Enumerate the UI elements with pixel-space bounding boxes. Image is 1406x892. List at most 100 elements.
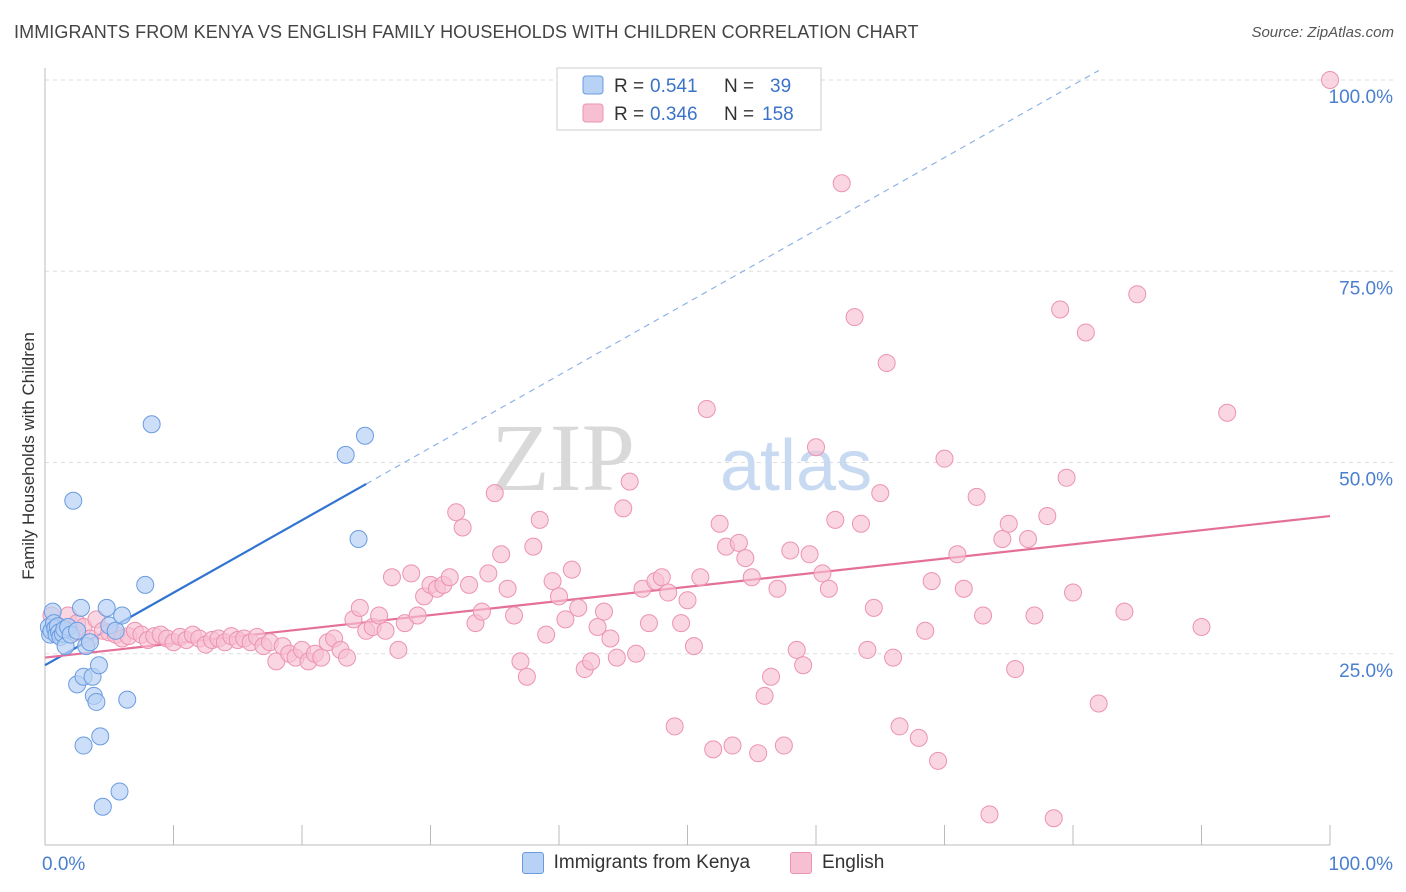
point-english-101	[691, 568, 710, 587]
source-label: Source: ZipAtlas.com	[1251, 24, 1394, 41]
point-kenya-33	[113, 606, 132, 625]
point-english-51	[370, 606, 389, 625]
point-english-75	[524, 537, 543, 556]
point-english-115	[781, 541, 800, 560]
legend-swatch-english	[582, 103, 604, 123]
point-kenya-16	[68, 621, 87, 640]
trend-lines	[44, 70, 1331, 667]
point-kenya-22	[80, 633, 99, 652]
point-kenya-32	[110, 782, 129, 801]
legend-box: R = 0.541 N = 39 R = 0.346 N = 158	[556, 67, 822, 131]
point-english-107	[729, 533, 748, 552]
point-english-76	[530, 510, 549, 529]
point-english-77	[537, 625, 556, 644]
point-english-63	[447, 503, 466, 522]
watermark-atlas: atlas	[720, 426, 872, 506]
point-kenya-15	[64, 491, 83, 510]
grid-lines	[45, 79, 1395, 655]
legend-n-label-2: N =	[724, 104, 754, 125]
point-english-141	[980, 805, 999, 824]
point-english-151	[1064, 583, 1082, 602]
legend-r-label-2: R =	[614, 104, 644, 125]
point-kenya-37	[336, 445, 355, 464]
point-english-87	[601, 629, 620, 648]
legend-r-label-1: R =	[614, 76, 644, 97]
point-english-129	[877, 354, 896, 373]
point-english-42	[312, 648, 331, 667]
point-english-136	[935, 449, 954, 468]
point-english-122	[826, 510, 845, 529]
watermark-zip: ZIP	[491, 404, 635, 511]
legend-swatch-kenya	[582, 75, 604, 95]
legend-label-english: English	[822, 852, 885, 873]
y-tick-label-3: 100.0%	[1329, 87, 1394, 108]
point-kenya-25	[87, 692, 106, 711]
point-english-57	[408, 606, 427, 625]
point-kenya-28	[93, 797, 112, 816]
watermark: ZIP atlas	[491, 404, 872, 511]
point-english-138	[954, 579, 973, 598]
point-english-114	[774, 736, 793, 755]
point-english-139	[967, 487, 986, 506]
point-english-119	[807, 438, 825, 457]
axes	[44, 68, 1331, 846]
point-english-108	[736, 549, 755, 568]
y-axis-label: Family Households with Children	[19, 332, 38, 580]
legend-n-value-1: 39	[770, 76, 791, 97]
legend-swatch-english-bottom	[790, 852, 813, 874]
point-kenya-35	[136, 575, 155, 594]
point-english-116	[787, 640, 806, 659]
point-english-156	[1192, 617, 1211, 636]
point-english-48	[350, 598, 369, 617]
point-english-111	[755, 686, 774, 705]
point-english-154	[1115, 602, 1134, 621]
point-english-112	[762, 667, 781, 686]
point-english-149	[1051, 300, 1070, 319]
point-english-146	[1025, 606, 1044, 625]
point-english-65	[460, 575, 479, 594]
point-english-133	[916, 621, 935, 640]
point-english-124	[845, 308, 864, 327]
point-english-78	[543, 572, 562, 591]
point-kenya-18	[71, 598, 90, 617]
point-english-144	[1006, 660, 1025, 679]
point-kenya-27	[91, 727, 110, 746]
point-english-130	[884, 648, 903, 667]
point-english-81	[562, 560, 581, 579]
legend-item-english: English	[790, 852, 884, 874]
legend-item-kenya: Immigrants from Kenya	[521, 852, 751, 874]
legend-r-value-2: 0.346	[650, 104, 698, 125]
point-english-91	[627, 644, 646, 663]
point-english-125	[851, 514, 870, 533]
point-english-97	[665, 717, 684, 736]
legend-label-kenya: Immigrants from Kenya	[553, 852, 751, 873]
point-english-117	[794, 656, 813, 675]
point-english-84	[582, 652, 601, 671]
x-tick-label-0: 0.0%	[42, 854, 85, 875]
point-english-98	[672, 614, 691, 633]
point-english-74	[517, 667, 536, 686]
point-english-79	[550, 587, 568, 606]
point-english-53	[382, 568, 401, 587]
point-english-95	[652, 568, 671, 587]
point-english-72	[505, 606, 524, 625]
point-english-80	[556, 610, 575, 629]
point-kenya-31	[106, 621, 125, 640]
point-english-64	[453, 518, 472, 537]
legend-n-value-2: 158	[762, 104, 794, 125]
point-english-121	[819, 579, 838, 598]
point-kenya-36	[142, 415, 161, 434]
point-english-155	[1128, 285, 1147, 304]
y-tick-label-0: 25.0%	[1339, 661, 1393, 682]
point-english-109	[742, 568, 761, 587]
point-english-52	[376, 621, 395, 640]
point-english-132	[909, 728, 928, 747]
point-english-89	[614, 499, 633, 518]
point-english-113	[768, 579, 787, 598]
data-points	[39, 71, 1339, 828]
point-kenya-34	[118, 690, 137, 709]
y-tick-label-2: 75.0%	[1339, 278, 1393, 299]
point-english-93	[639, 614, 658, 633]
point-english-142	[993, 530, 1012, 548]
